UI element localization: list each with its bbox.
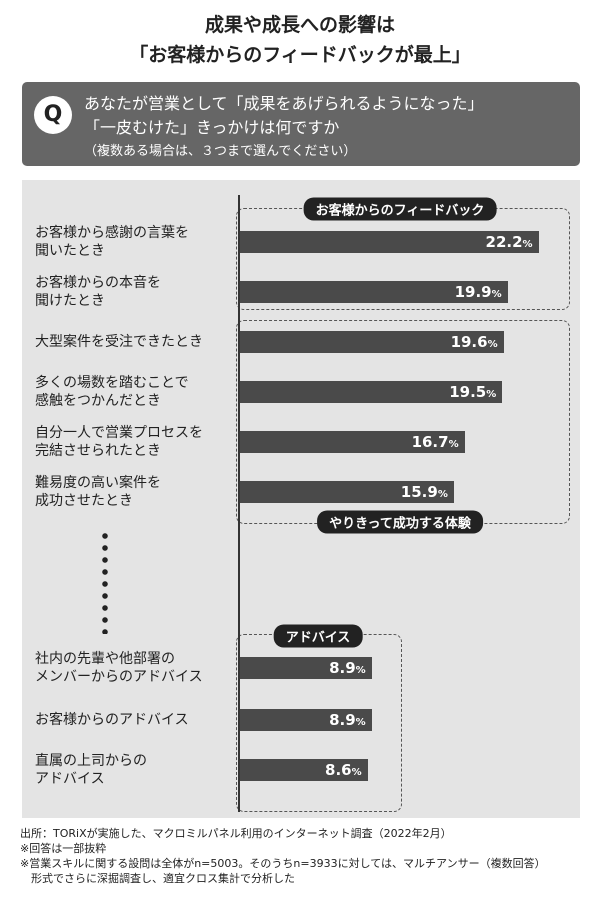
question-note: （複数ある場合は、３つまで選んでください） — [84, 144, 357, 159]
bar: 19.6% — [240, 331, 504, 353]
data-value: 8.9 — [329, 711, 356, 729]
bar: 8.9% — [240, 657, 372, 679]
category-label: お客様からのアドバイス — [35, 712, 189, 728]
group-label: やりきって成功する体験 — [317, 510, 483, 534]
question-line1: あなたが営業として「成果をあげられるようになった」 — [84, 94, 484, 113]
data-value: 8.9 — [329, 659, 356, 677]
category-label: 社内の先輩や他部署の メンバーからのアドバイス — [35, 651, 203, 685]
unit: % — [487, 339, 498, 350]
question-line2: 「一皮むけた」きっかけは何ですか — [84, 118, 340, 137]
unit: % — [355, 665, 366, 676]
data-value: 19.9 — [454, 283, 492, 301]
unit: % — [491, 289, 502, 300]
unit: % — [351, 767, 362, 778]
data-value: 15.9 — [400, 483, 438, 501]
unit: % — [355, 717, 366, 728]
footnote: 形式でさらに深掘調査し、適宜クロス集計で分析した — [20, 872, 295, 885]
source-note: 出所：TORiXが実施した、マクロミルパネル利用のインターネット調査（2022年… — [20, 827, 452, 840]
category-label: 多くの場数を踏むことで 感触をつかんだとき — [35, 375, 189, 409]
ellipsis-dots — [102, 530, 108, 634]
data-value: 19.5 — [449, 383, 487, 401]
unit: % — [522, 239, 533, 250]
data-label: 8.9% — [329, 709, 366, 734]
title-line1: 成果や成長への影響は — [204, 14, 395, 36]
data-value: 19.6 — [450, 333, 488, 351]
category-label: 大型案件を受注できたとき — [35, 334, 203, 350]
bar: 8.9% — [240, 709, 372, 731]
question-box: Q あなたが営業として「成果をあげられるようになった」 「一皮むけた」きっかけは… — [22, 82, 580, 166]
bar: 19.9% — [240, 281, 508, 303]
bar: 19.5% — [240, 381, 503, 406]
bar: 16.7% — [240, 431, 465, 453]
title-line2: 「お客様からのフィードバックが最上」 — [129, 44, 471, 66]
data-value: 8.6 — [325, 761, 352, 779]
group-label: お客様からのフィードバック — [303, 197, 497, 221]
group-label: アドバイス — [273, 624, 363, 648]
data-label: 19.9% — [455, 281, 502, 306]
footer-notes: 出所：TORiXが実施した、マクロミルパネル利用のインターネット調査（2022年… — [20, 826, 546, 886]
bar: 8.6% — [240, 759, 368, 781]
category-label: お客様からの本音を 聞けたとき — [35, 275, 161, 309]
category-label: 難易度の高い案件を 成功させたとき — [35, 475, 161, 509]
unit: % — [448, 439, 459, 450]
footnote: ※回答は一部抜粋 — [20, 842, 107, 855]
unit: % — [486, 389, 497, 400]
data-label: 19.5% — [449, 381, 496, 406]
data-value: 16.7 — [411, 433, 449, 451]
category-label: 自分一人で営業プロセスを 完結させられたとき — [35, 425, 203, 459]
category-label: 直属の上司からの アドバイス — [35, 753, 147, 787]
q-badge: Q — [34, 96, 72, 134]
bar: 22.2% — [240, 231, 539, 253]
data-label: 22.2% — [486, 231, 533, 256]
data-label: 8.9% — [329, 657, 366, 682]
footnote: ※営業スキルに関する設問は全体がn=5003。そのうちn=3933に対しては、マ… — [20, 857, 546, 870]
data-label: 19.6% — [451, 331, 498, 356]
data-label: 16.7% — [412, 431, 459, 456]
data-label: 8.6% — [325, 759, 362, 784]
data-label: 15.9% — [401, 481, 448, 506]
y-axis-line — [238, 195, 240, 812]
data-value: 22.2 — [485, 233, 523, 251]
category-label: お客様から感謝の言葉を 聞いたとき — [35, 225, 189, 259]
unit: % — [437, 489, 448, 500]
bar: 15.9% — [240, 481, 454, 503]
